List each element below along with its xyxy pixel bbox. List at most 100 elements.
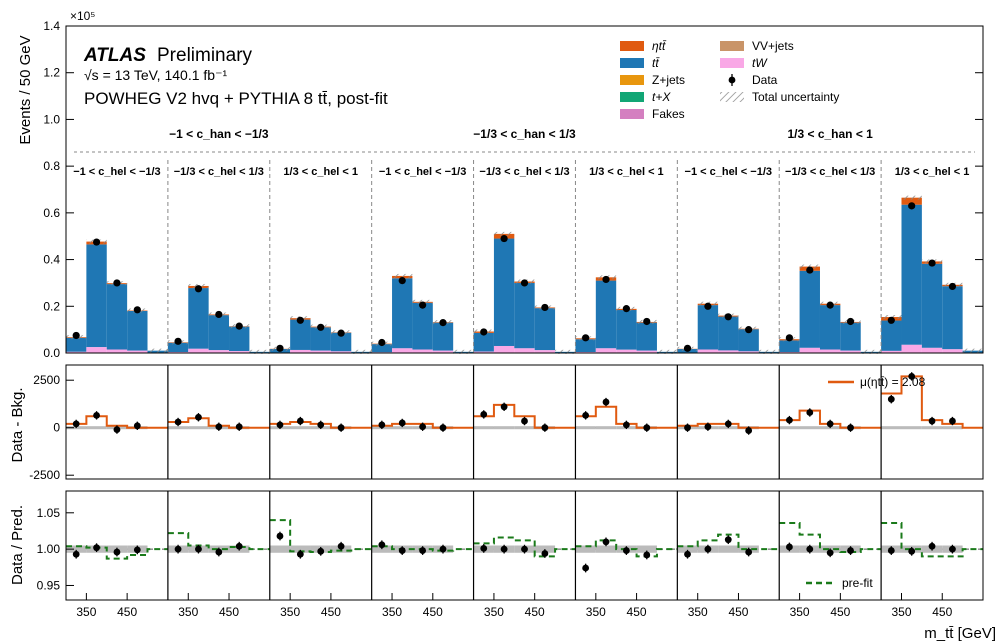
data-point: [704, 423, 712, 431]
ttbar-bar: [840, 322, 861, 351]
prefit-step: [473, 536, 576, 558]
legend-label: t+X: [652, 90, 671, 104]
y-multiplier: ×10⁵: [70, 9, 95, 23]
data-point: [806, 266, 814, 274]
tw-bar: [718, 350, 739, 353]
uncertainty-band: [595, 545, 617, 553]
data-point: [398, 547, 406, 554]
data-point: [602, 538, 610, 546]
tw-bar: [738, 351, 759, 353]
data-point: [582, 411, 590, 419]
data-point: [133, 546, 141, 554]
data-point: [949, 417, 956, 425]
data-point: [908, 547, 916, 555]
data-point: [724, 420, 732, 428]
tw-bar: [127, 350, 148, 353]
x-tick-label: 350: [891, 605, 911, 619]
data-point: [908, 373, 916, 380]
mu-legend-label: μ(ηtt̄) = 2.08: [860, 375, 926, 389]
ttbar-bar: [473, 332, 494, 352]
data-point: [480, 545, 488, 552]
data-point: [622, 305, 630, 313]
data-point: [928, 417, 936, 425]
data-point: [296, 316, 304, 324]
uncertainty-band: [656, 349, 678, 354]
tw-bar: [799, 347, 820, 353]
data-point: [521, 545, 528, 553]
data-point: [215, 423, 223, 431]
data-point: [826, 420, 834, 428]
data-point: [93, 411, 100, 419]
data-point: [195, 413, 202, 421]
ttbar-bar: [86, 244, 107, 348]
uncertainty-band: [493, 426, 515, 430]
data-point: [276, 532, 284, 540]
legend-swatch: [620, 92, 644, 102]
data-point: [72, 550, 80, 558]
data-point: [887, 395, 895, 403]
tw-bar: [697, 349, 719, 353]
data-point: [846, 317, 855, 326]
mid-ytick-label: 0: [53, 421, 60, 435]
tw-bar: [473, 351, 494, 353]
data-point: [826, 301, 834, 309]
uncertainty-band: [555, 349, 576, 354]
data-point: [72, 420, 80, 428]
tw-bar: [493, 345, 515, 353]
data-point: [235, 423, 243, 431]
data-point: [235, 322, 243, 330]
data-point: [195, 545, 202, 553]
main-ytick-label: 0.6: [43, 206, 60, 220]
data-point: [235, 542, 243, 550]
ttbar-bar: [371, 344, 393, 353]
data-point: [602, 275, 610, 284]
tw-bar: [881, 350, 902, 353]
uncertainty-band: [942, 426, 963, 430]
uncertainty-band: [595, 426, 617, 430]
tw-bar: [534, 350, 556, 353]
data-point: [174, 545, 182, 553]
data-point: [500, 403, 508, 411]
legend-label: Data: [752, 73, 778, 87]
tw-bar: [514, 348, 535, 353]
data-point: [276, 421, 284, 429]
chan-region-label: −1/3 < c_han < 1/3: [473, 127, 576, 141]
data-point: [439, 545, 447, 553]
ttbar-bar: [697, 305, 719, 350]
main-ytick-label: 0.8: [43, 159, 60, 173]
main-ytick-label: 1.4: [43, 19, 60, 33]
data-point: [643, 317, 651, 326]
legend-swatch: [620, 75, 644, 85]
main-ytick-label: 0.0: [43, 346, 60, 360]
mid-ytick-label: -2500: [29, 468, 60, 482]
data-point: [92, 238, 101, 246]
data-point: [948, 282, 957, 291]
data-point: [337, 424, 345, 432]
data-point: [908, 202, 916, 210]
prefit-legend-label: pre-fit: [842, 576, 873, 590]
mid-frame: [65, 364, 984, 480]
atlas-brand: ATLAS: [83, 45, 146, 66]
legend-label: Total uncertainty: [752, 90, 839, 104]
ttbar-bar: [942, 286, 963, 350]
ttbar-bar: [493, 238, 515, 346]
data-point: [93, 544, 100, 552]
data-point: [439, 424, 447, 432]
ttbar-bar: [290, 319, 311, 350]
data-minus-bkg-panel: -2500 0 2500: [29, 364, 984, 482]
uncertainty-band: [269, 545, 291, 553]
atlas-status: Preliminary: [157, 45, 253, 66]
tw-bar: [901, 344, 922, 353]
uncertainty-band: [962, 348, 983, 353]
tw-bar: [840, 350, 861, 353]
data-point: [826, 549, 834, 557]
ttbar-bar: [738, 329, 759, 352]
ttbar-bar: [432, 322, 454, 351]
eta-bar: [901, 197, 922, 205]
data-point: [480, 411, 488, 418]
data-point: [541, 303, 549, 312]
legend-label: ηtt̄: [652, 39, 667, 53]
legend-label: Fakes: [652, 107, 685, 121]
ttbar-bar: [819, 305, 841, 350]
tw-bar: [921, 347, 943, 353]
